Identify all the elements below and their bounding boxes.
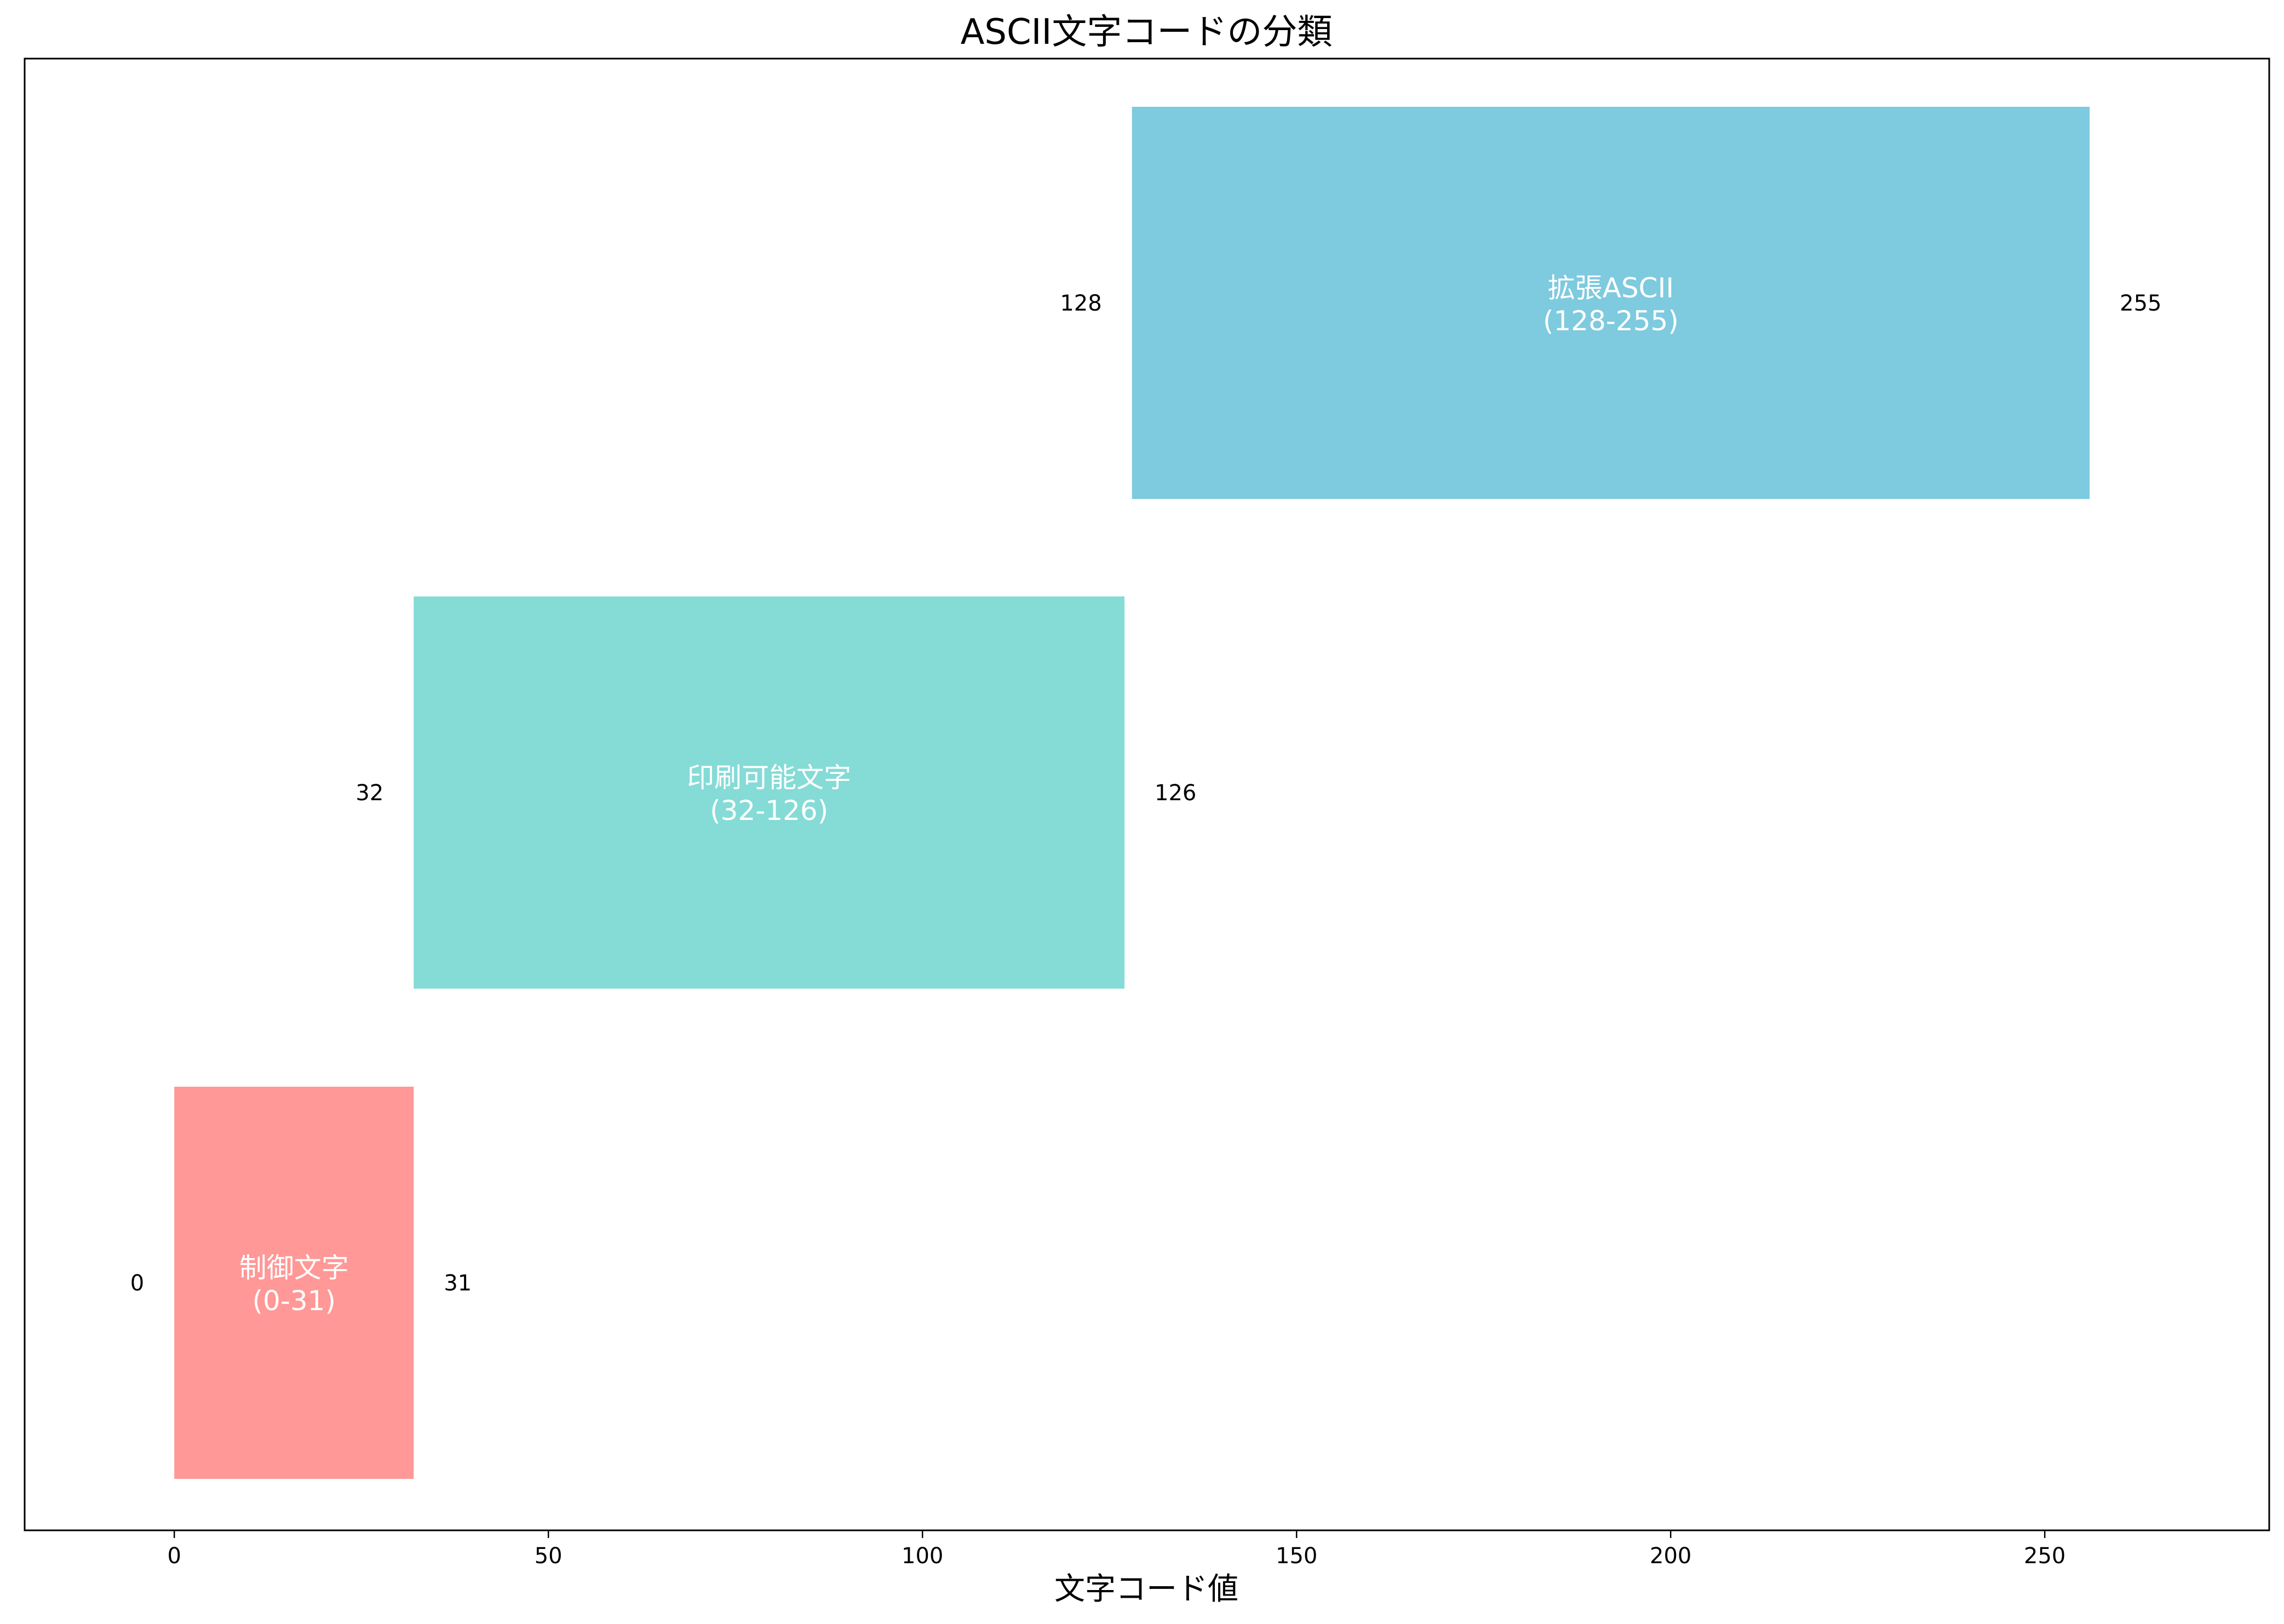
bars-group: 制御文字(0-31) 0 31 印刷可能文字(32-126) 32 126 拡張ASCII(… <box>130 107 2162 1479</box>
plot-area-frame <box>24 58 2270 1531</box>
range-start-label: 0 <box>130 1271 144 1296</box>
range-bar <box>414 596 1125 989</box>
range-bar <box>174 1087 414 1479</box>
range-bar <box>1132 107 2090 499</box>
x-axis-label: 文字コード値 <box>1054 1571 1238 1607</box>
range-end-label: 31 <box>444 1271 472 1296</box>
range-start-label: 32 <box>355 781 383 806</box>
x-tick-label: 0 <box>167 1543 181 1569</box>
range-bar-label: 拡張ASCII <box>1548 272 1674 304</box>
range-end-label: 255 <box>2120 291 2161 316</box>
x-tick-label: 150 <box>1276 1543 1317 1569</box>
range-end-label: 126 <box>1155 781 1196 806</box>
range-bar-sublabel: (32-126) <box>710 795 828 827</box>
range-bar-sublabel: (128-255) <box>1543 305 1679 337</box>
range-bar-sublabel: (0-31) <box>252 1285 336 1317</box>
chart-title: ASCII文字コードの分類 <box>961 12 1333 53</box>
x-axis: 0 50 100 150 200 250 <box>167 1530 2065 1569</box>
x-tick-label: 250 <box>2024 1543 2065 1569</box>
x-tick-label: 100 <box>902 1543 943 1569</box>
x-tick-label: 50 <box>535 1543 563 1569</box>
x-tick-label: 200 <box>1650 1543 1691 1569</box>
range-bar-label: 印刷可能文字 <box>687 762 851 794</box>
range-start-label: 128 <box>1060 291 1101 316</box>
range-bar-label: 制御文字 <box>239 1252 349 1284</box>
